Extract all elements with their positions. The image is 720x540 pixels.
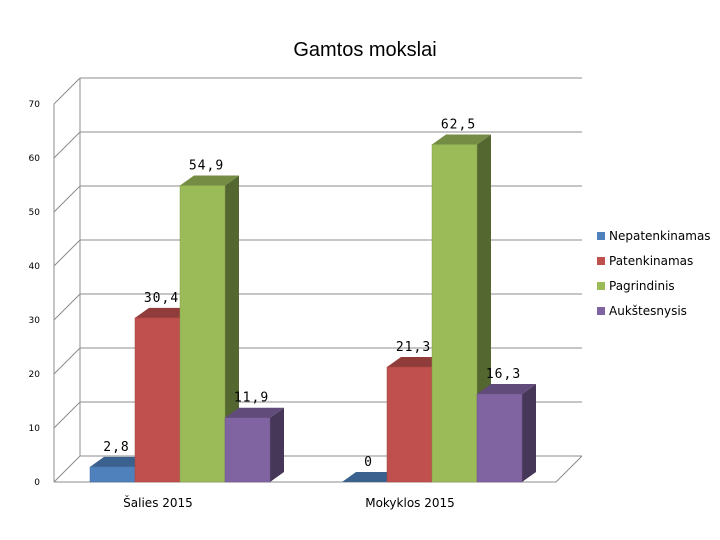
y-tick-label: 70 bbox=[29, 100, 41, 110]
bar bbox=[476, 393, 523, 483]
legend-swatch bbox=[597, 257, 605, 265]
bar bbox=[89, 466, 136, 483]
bars bbox=[89, 134, 536, 483]
bar-top bbox=[477, 383, 536, 394]
y-tick-label: 50 bbox=[29, 208, 41, 218]
bar bbox=[431, 144, 478, 483]
legend-swatch bbox=[597, 232, 605, 240]
data-label: 62,5 bbox=[441, 118, 476, 133]
legend-label: Nepatenkinamas bbox=[609, 229, 711, 243]
gridline-depth bbox=[53, 455, 81, 483]
y-tick-label: 20 bbox=[29, 370, 41, 380]
legend: Nepatenkinamas Patenkinamas Pagrindinis Auk… bbox=[597, 229, 711, 318]
data-label: 21,3 bbox=[396, 340, 431, 355]
gridline-depth bbox=[53, 131, 81, 159]
data-label: 54,9 bbox=[189, 159, 224, 174]
gridline-depth bbox=[53, 239, 81, 267]
y-tick-label: 10 bbox=[29, 424, 41, 434]
x-axis: Šalies 2015 Mokyklos 2015 bbox=[123, 495, 455, 510]
bar bbox=[134, 317, 181, 483]
y-tick-label: 40 bbox=[29, 262, 41, 272]
y-tick-label: 60 bbox=[29, 154, 41, 164]
legend-swatch bbox=[597, 282, 605, 290]
legend-label: Patenkinamas bbox=[609, 254, 693, 268]
data-label: 30,4 bbox=[144, 291, 179, 306]
category-label: Mokyklos 2015 bbox=[365, 496, 455, 510]
bar-top bbox=[90, 456, 149, 467]
gridline-depth bbox=[53, 185, 81, 213]
gridline-depth bbox=[53, 77, 81, 105]
bar-top bbox=[342, 472, 401, 482]
data-label: 16,3 bbox=[486, 367, 521, 382]
bar bbox=[179, 185, 226, 483]
bar-top bbox=[432, 134, 491, 145]
floor-edge bbox=[555, 455, 583, 483]
bar bbox=[386, 366, 433, 483]
bar-top bbox=[225, 407, 284, 418]
chart-title: Gamtos mokslai bbox=[293, 39, 436, 61]
gridline-depth bbox=[53, 401, 81, 429]
data-label: 11,9 bbox=[234, 391, 269, 406]
legend-label: Pagrindinis bbox=[609, 279, 675, 293]
legend-swatch bbox=[597, 307, 605, 315]
bar-side bbox=[225, 175, 239, 483]
bar bbox=[224, 417, 271, 483]
bar-side bbox=[522, 383, 536, 482]
data-labels: 2,8 30,4 54,9 11,9 0 21,3 62,5 16,3 bbox=[103, 118, 521, 471]
gridline-depth bbox=[53, 293, 81, 321]
data-label: 2,8 bbox=[103, 440, 129, 455]
y-tick-label: 30 bbox=[29, 316, 41, 326]
gridline-depth bbox=[53, 347, 81, 375]
bar-top bbox=[135, 307, 194, 318]
bar-side bbox=[270, 407, 284, 482]
y-tick-label: 0 bbox=[34, 478, 40, 488]
bar-top bbox=[180, 175, 239, 186]
data-label: 0 bbox=[364, 455, 373, 470]
bar-top bbox=[387, 356, 446, 367]
category-label: Šalies 2015 bbox=[123, 495, 193, 510]
legend-label: Aukštesnysis bbox=[609, 304, 687, 318]
